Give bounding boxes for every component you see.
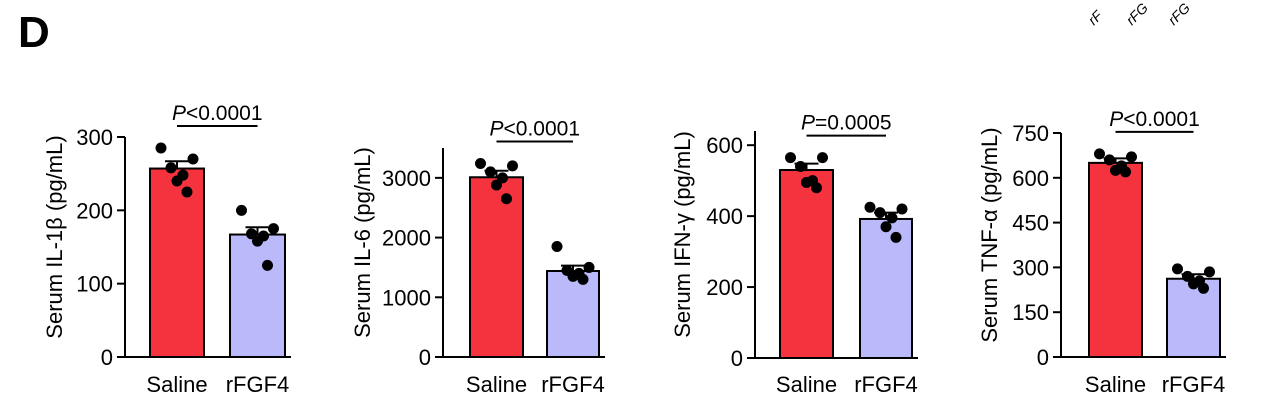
data-point — [583, 261, 595, 273]
data-point — [491, 179, 502, 191]
data-point — [890, 231, 902, 243]
bar-rfgf4 — [859, 217, 913, 359]
y-tick-label: 750 — [1012, 121, 1049, 146]
bar-rfgf4 — [1166, 277, 1221, 358]
data-point — [501, 193, 512, 205]
y-tick-label: 200 — [76, 198, 113, 223]
data-point — [811, 182, 822, 194]
y-tick-label: 3000 — [382, 166, 431, 191]
y-tick-label: 300 — [76, 125, 113, 150]
data-point — [485, 166, 496, 178]
y-tick-label: 0 — [101, 345, 113, 370]
data-point — [181, 186, 193, 198]
data-point — [1198, 282, 1209, 294]
y-tick-label: 1000 — [382, 285, 431, 310]
data-point — [236, 204, 247, 216]
bar-saline — [1088, 161, 1143, 358]
x-tick-label: rFGF4 — [1162, 372, 1226, 397]
bar-rfgf4 — [229, 233, 286, 359]
data-point — [475, 158, 486, 170]
bar-saline — [779, 169, 834, 359]
chart-panel-2: 0 1000 2000 3000 Serum IL-6 (pg/mL) Saline rFG… — [350, 118, 605, 397]
data-point — [1094, 148, 1105, 160]
y-tick-label: 450 — [1012, 211, 1049, 236]
y-tick-label: 100 — [76, 272, 113, 297]
x-tick-label: Saline — [1085, 372, 1146, 397]
bar-saline — [149, 167, 205, 358]
x-tick-label: rFGF4 — [854, 372, 918, 397]
bar-saline — [469, 176, 524, 358]
data-point — [874, 207, 886, 219]
data-point — [171, 175, 183, 187]
data-point — [817, 152, 828, 164]
x-tick-label: Saline — [146, 372, 207, 397]
p-value-label: P<0.0001 — [172, 102, 263, 125]
data-point — [801, 176, 812, 188]
data-point — [1188, 278, 1199, 290]
panel-letter: D — [18, 8, 50, 57]
chart-panel-3: 0 200 400 600 Serum IFN-γ (pg/mL) Saline rFGF4… — [670, 112, 918, 397]
y-axis-label: Serum IL-6 (pg/mL) — [350, 147, 375, 338]
y-tick-label: 0 — [1037, 345, 1049, 370]
x-tick-label: rFGF4 — [226, 372, 290, 397]
y-axis-label: Serum IL-1β (pg/mL) — [42, 135, 67, 338]
y-tick-label: 2000 — [382, 226, 431, 251]
data-point — [864, 201, 876, 213]
chart-panel-1: 0 100 200 300 Serum IL-1β (pg/mL) Saline rFGF4… — [42, 102, 291, 397]
data-point — [785, 152, 796, 164]
data-point — [1172, 263, 1183, 275]
data-point — [262, 259, 273, 271]
data-point — [507, 160, 518, 172]
y-tick-label: 200 — [706, 275, 743, 300]
y-tick-label: 300 — [1012, 255, 1049, 280]
y-tick-label: 0 — [419, 345, 431, 370]
data-point — [1126, 151, 1137, 163]
data-point — [1204, 266, 1215, 278]
data-point — [155, 142, 167, 154]
data-point — [1104, 154, 1115, 166]
bar-rfgf4 — [546, 270, 600, 358]
p-value-label: P<0.0001 — [489, 118, 580, 141]
chart-panel-4: 0 150 300 450 600 750 Serum TNF-α (pg/mL) Salin… — [977, 108, 1226, 397]
data-point — [187, 153, 199, 165]
y-axis-label: Serum IFN-γ (pg/mL) — [670, 131, 695, 338]
x-tick-label: Saline — [776, 372, 837, 397]
data-point — [551, 241, 563, 253]
data-point — [1110, 164, 1121, 176]
data-point — [1182, 270, 1193, 282]
p-value-label: P<0.0001 — [1109, 108, 1200, 131]
y-tick-label: 600 — [706, 133, 743, 158]
data-point — [886, 212, 898, 224]
data-point — [880, 221, 892, 233]
y-axis-label: Serum TNF-α (pg/mL) — [977, 127, 1002, 342]
x-tick-label: Saline — [466, 372, 527, 397]
x-tick-label: rFGF4 — [541, 372, 605, 397]
y-tick-label: 0 — [731, 346, 743, 371]
data-point — [567, 270, 579, 282]
data-point — [165, 162, 177, 174]
data-point — [252, 235, 263, 247]
data-point — [896, 203, 908, 215]
y-tick-label: 600 — [1012, 166, 1049, 191]
data-point — [1120, 166, 1131, 178]
data-point — [268, 223, 279, 235]
y-tick-label: 150 — [1012, 300, 1049, 325]
data-point — [246, 228, 257, 240]
p-value-label: P=0.0005 — [801, 112, 892, 135]
data-point — [795, 160, 806, 172]
y-tick-label: 400 — [706, 204, 743, 229]
data-point — [577, 273, 589, 285]
